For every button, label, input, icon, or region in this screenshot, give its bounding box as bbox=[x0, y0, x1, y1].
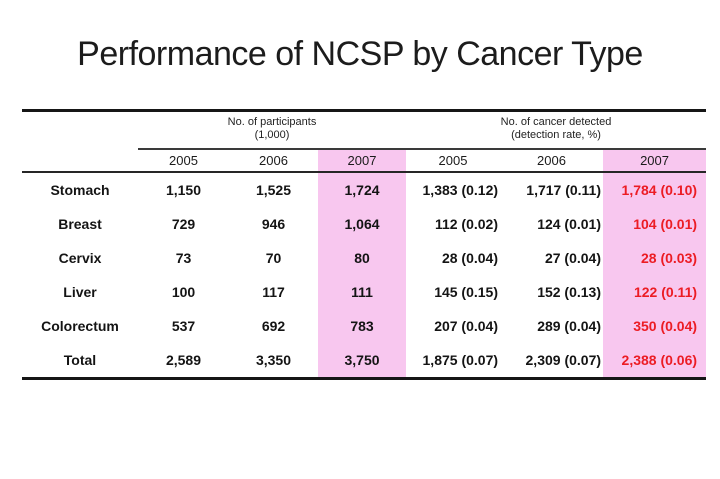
value-cell: 783 bbox=[318, 308, 407, 343]
value-cell: 122 (0.11) bbox=[603, 274, 707, 309]
year-header-participants-2005: 2005 bbox=[138, 148, 229, 173]
value-cell: 3,350 bbox=[255, 351, 292, 368]
value-cell: 73 bbox=[175, 249, 192, 266]
value-cell: 104 (0.01) bbox=[603, 206, 707, 241]
value-cell: 289 (0.04) bbox=[537, 317, 602, 334]
col-group-cancer-detected: No. of cancer detected (detection rate, … bbox=[406, 110, 707, 150]
value-cell: 1,724 bbox=[318, 171, 407, 207]
value-cell: 692 bbox=[261, 317, 286, 334]
value-cell: 80 bbox=[318, 240, 407, 275]
value-cell: 729 bbox=[171, 215, 196, 232]
col-group-participants-line1: No. of participants bbox=[227, 116, 317, 129]
table-row-cervix: Cervix 73 70 80 28 (0.04) 27 (0.04) 28 (… bbox=[22, 240, 707, 275]
value-cell: 1,717 (0.11) bbox=[526, 181, 602, 198]
row-label: Cervix bbox=[58, 249, 102, 266]
value-cell: 1,784 (0.10) bbox=[603, 171, 707, 207]
value-cell: 3,750 bbox=[318, 342, 407, 378]
value-cell: 537 bbox=[171, 317, 196, 334]
row-label: Total bbox=[63, 351, 97, 368]
value-cell: 1,383 (0.12) bbox=[422, 181, 499, 198]
value-cell: 124 (0.01) bbox=[537, 215, 602, 232]
col-group-cancer-detected-line1: No. of cancer detected bbox=[500, 116, 612, 129]
table-row-breast: Breast 729 946 1,064 112 (0.02) 124 (0.0… bbox=[22, 206, 707, 241]
value-cell: 152 (0.13) bbox=[537, 283, 602, 300]
value-cell: 28 (0.03) bbox=[603, 240, 707, 275]
year-header-detected-2005: 2005 bbox=[406, 148, 501, 173]
value-cell: 28 (0.04) bbox=[441, 249, 499, 266]
value-cell: 111 bbox=[318, 274, 407, 309]
value-cell: 145 (0.15) bbox=[434, 283, 499, 300]
value-cell: 350 (0.04) bbox=[603, 308, 707, 343]
slide-title: Performance of NCSP by Cancer Type bbox=[77, 35, 643, 73]
column-group-header-row: No. of participants (1,000) No. of cance… bbox=[22, 110, 707, 150]
value-cell: 2,388 (0.06) bbox=[603, 342, 707, 378]
value-cell: 117 bbox=[262, 283, 285, 300]
col-group-participants-line2: (1,000) bbox=[254, 129, 290, 142]
value-cell: 946 bbox=[261, 215, 286, 232]
value-cell: 70 bbox=[265, 249, 282, 266]
value-cell: 1,525 bbox=[255, 181, 292, 198]
col-group-participants: No. of participants (1,000) bbox=[138, 110, 407, 150]
row-label: Colorectum bbox=[41, 317, 119, 334]
year-header-row: 2005 2006 2007 2005 2006 2007 bbox=[22, 148, 707, 173]
year-header-participants-2007: 2007 bbox=[318, 148, 407, 173]
value-cell: 2,309 (0.07) bbox=[525, 351, 602, 368]
year-header-detected-2007: 2007 bbox=[603, 148, 707, 173]
value-cell: 1,875 (0.07) bbox=[422, 351, 499, 368]
table-row-colorectum: Colorectum 537 692 783 207 (0.04) 289 (0… bbox=[22, 308, 707, 343]
value-cell: 27 (0.04) bbox=[544, 249, 602, 266]
corner-cell bbox=[22, 111, 138, 149]
table-row-liver: Liver 100 117 111 145 (0.15) 152 (0.13) … bbox=[22, 274, 707, 309]
table-row-stomach: Stomach 1,150 1,525 1,724 1,383 (0.12) 1… bbox=[22, 171, 707, 207]
year-header-participants-2006: 2006 bbox=[229, 148, 318, 173]
value-cell: 112 (0.02) bbox=[434, 215, 499, 232]
value-cell: 207 (0.04) bbox=[434, 317, 499, 334]
year-header-detected-2006: 2006 bbox=[500, 148, 604, 173]
value-cell: 2,589 bbox=[165, 351, 202, 368]
value-cell: 100 bbox=[171, 283, 196, 300]
ncsp-performance-table: No. of participants (1,000) No. of cance… bbox=[22, 109, 707, 380]
row-label: Liver bbox=[63, 283, 97, 300]
row-label: Stomach bbox=[50, 181, 110, 198]
table-row-total: Total 2,589 3,350 3,750 1,875 (0.07) 2,3… bbox=[22, 342, 707, 378]
value-cell: 1,064 bbox=[318, 206, 407, 241]
value-cell: 1,150 bbox=[165, 181, 202, 198]
row-label: Breast bbox=[58, 215, 102, 232]
col-group-cancer-detected-line2: (detection rate, %) bbox=[511, 129, 601, 142]
year-header-blank bbox=[22, 148, 138, 173]
